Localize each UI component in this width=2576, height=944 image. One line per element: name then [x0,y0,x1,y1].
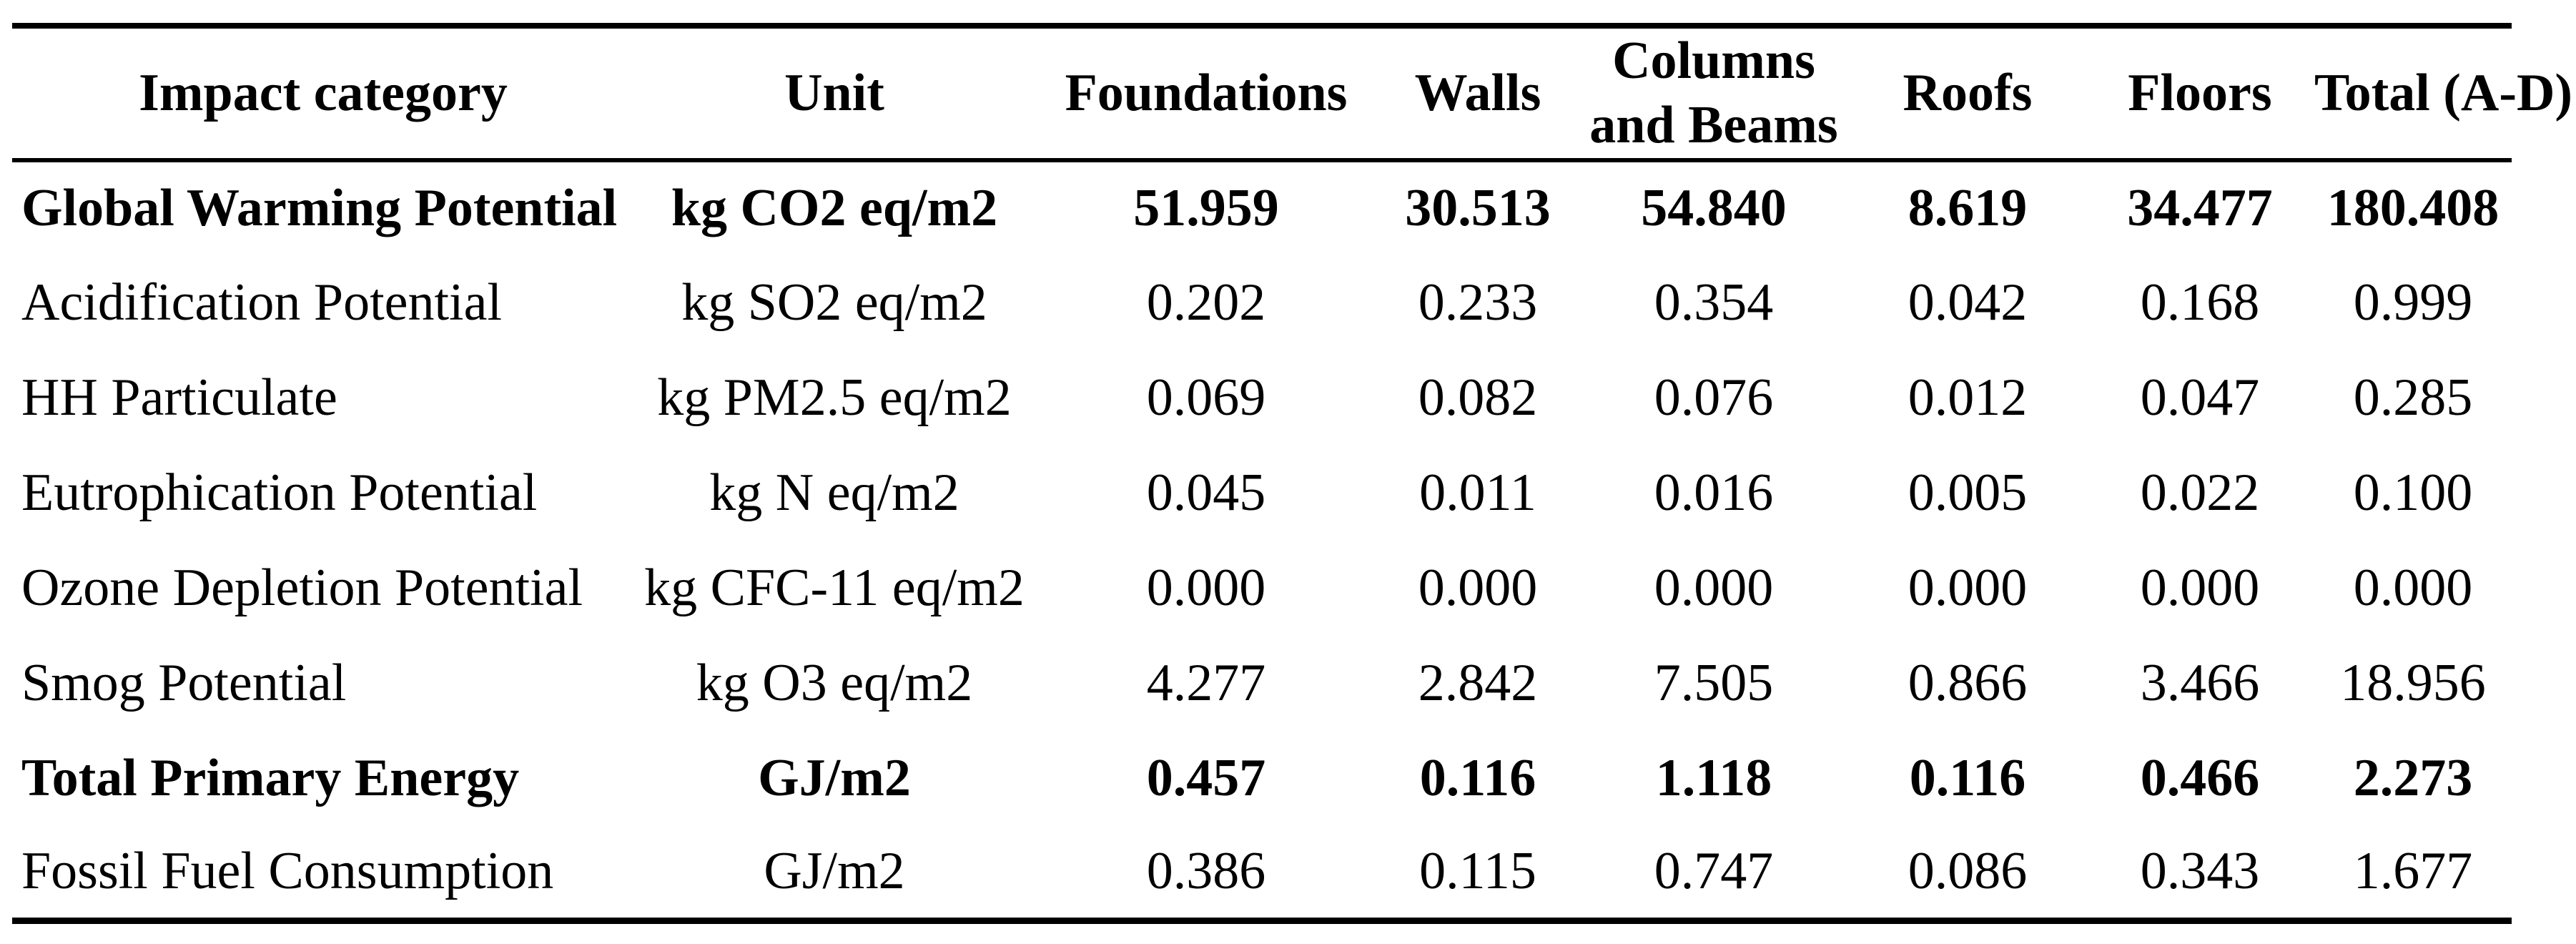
value-cell: 0.747 [1654,842,1774,901]
unit-cell: GJ/m2 [758,748,911,807]
value-cell: 4.277 [1146,653,1266,712]
value-cell: 0.000 [1654,558,1774,617]
impact-category-cell: Smog Potential [21,653,347,712]
value-cell: 0.457 [1146,748,1266,807]
table-row: HH Particulate kg PM2.5 eq/m2 0.069 0.082 0.… [12,350,2512,446]
impact-category-cell: Global Warming Potential [21,179,618,238]
unit-cell: kg SO2 eq/m2 [681,272,987,332]
value-cell: 18.956 [2340,653,2486,712]
table-row: Total Primary Energy GJ/m2 0.457 0.116 1.118… [12,731,2512,826]
value-cell: 2.273 [2353,748,2473,807]
value-cell: 3.466 [2140,653,2260,712]
impact-table-body: Global Warming Potential kg CO2 eq/m2 51.9… [12,160,2512,921]
value-cell: 0.116 [1419,748,1536,807]
impact-category-cell: Ozone Depletion Potential [21,558,583,617]
value-cell: 0.000 [1146,558,1266,617]
value-cell: 1.677 [2353,842,2473,901]
value-cell: 0.022 [2140,463,2260,522]
value-cell: 0.000 [1418,558,1538,617]
value-cell: 0.115 [1419,842,1536,901]
value-cell: 0.343 [2140,842,2260,901]
value-cell: 180.408 [2326,179,2499,238]
value-cell: 0.466 [2140,748,2260,807]
value-cell: 0.000 [2140,558,2260,617]
value-cell: 0.047 [2140,368,2260,427]
column-header-columns-and-beams: Columns and Beams [1578,26,1850,162]
value-cell: 0.000 [1908,558,2028,617]
column-header-unit: Unit [634,26,1035,162]
value-cell: 0.042 [1908,272,2028,332]
table-row: Global Warming Potential kg CO2 eq/m2 51.9… [12,160,2512,255]
value-cell: 0.999 [2353,272,2473,332]
value-cell: 0.000 [2353,558,2473,617]
impact-category-cell: HH Particulate [21,368,337,427]
value-cell: 0.168 [2140,272,2260,332]
column-header-floors: Floors [2086,26,2314,162]
unit-cell: kg CO2 eq/m2 [671,179,998,238]
impact-table: Impact category Unit Foundations Walls C… [12,23,2572,925]
value-cell: 0.386 [1146,842,1266,901]
impact-category-cell: Fossil Fuel Consumption [21,842,554,901]
value-cell: 0.866 [1908,653,2028,712]
value-cell: 0.011 [1419,463,1536,522]
value-cell: 0.202 [1146,272,1266,332]
column-header-foundations: Foundations [1035,26,1378,162]
value-cell: 0.100 [2353,463,2473,522]
value-cell: 0.005 [1908,463,2028,522]
value-cell: 0.069 [1146,368,1266,427]
unit-cell: kg CFC-11 eq/m2 [644,558,1025,617]
table-row: Eutrophication Potential kg N eq/m2 0.045 0… [12,446,2512,541]
value-cell: 0.012 [1908,368,2028,427]
value-cell: 7.505 [1654,653,1774,712]
column-header-impact-category: Impact category [12,26,634,162]
value-cell: 2.842 [1418,653,1538,712]
unit-cell: kg N eq/m2 [709,463,959,522]
value-cell: 51.959 [1133,179,1279,238]
value-cell: 0.016 [1654,463,1774,522]
value-cell: 0.285 [2353,368,2473,427]
impact-category-cell: Acidification Potential [21,272,502,332]
table-row: Acidification Potential kg SO2 eq/m2 0.202… [12,255,2512,350]
unit-cell: GJ/m2 [764,842,905,901]
value-cell: 0.086 [1908,842,2028,901]
table-header: Impact category Unit Foundations Walls C… [12,26,2572,162]
header-row: Impact category Unit Foundations Walls C… [12,26,2572,162]
value-cell: 0.082 [1418,368,1538,427]
unit-cell: kg O3 eq/m2 [696,653,973,712]
column-header-walls: Walls [1378,26,1578,162]
value-cell: 34.477 [2127,179,2273,238]
value-cell: 30.513 [1405,179,1551,238]
value-cell: 0.045 [1146,463,1266,522]
table-row: Smog Potential kg O3 eq/m2 4.277 2.842 7.505… [12,636,2512,731]
table-row: Ozone Depletion Potential kg CFC-11 eq/m2… [12,541,2512,636]
value-cell: 0.116 [1909,748,2026,807]
value-cell: 0.233 [1418,272,1538,332]
impact-category-cell: Total Primary Energy [21,748,520,807]
value-cell: 1.118 [1655,748,1772,807]
value-cell: 0.076 [1654,368,1774,427]
value-cell: 8.619 [1908,179,2028,238]
column-header-total-a-d: Total (A-D) [2314,26,2572,162]
table-row: Fossil Fuel Consumption GJ/m2 0.386 0.115 0.… [12,826,2512,921]
column-header-roofs: Roofs [1850,26,2086,162]
value-cell: 0.354 [1654,272,1774,332]
unit-cell: kg PM2.5 eq/m2 [657,368,1012,427]
impact-category-cell: Eutrophication Potential [21,463,538,522]
value-cell: 54.840 [1641,179,1787,238]
